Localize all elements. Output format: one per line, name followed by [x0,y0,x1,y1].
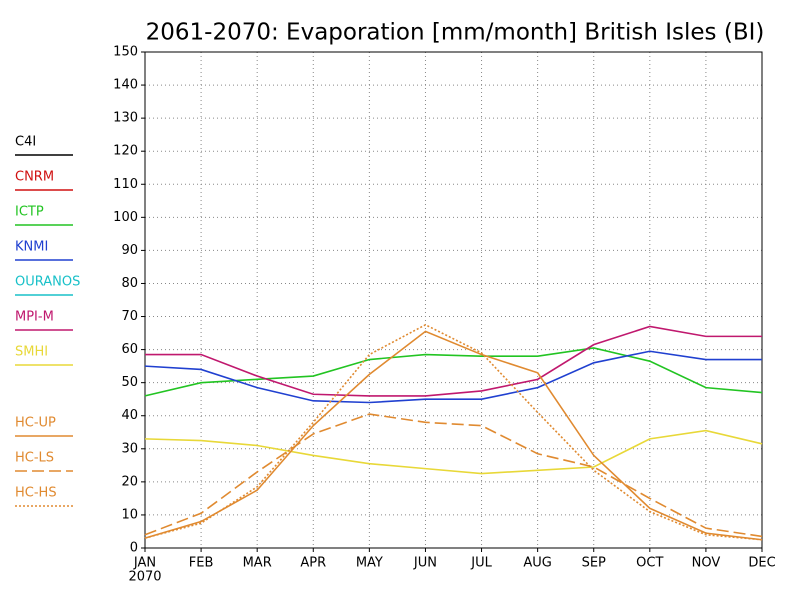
series-line [144,330,763,541]
series-line [145,325,762,397]
legend-label: HC-HS [15,486,57,501]
y-tick-label: 20 [121,474,138,489]
x-tick-label: NOV [692,556,721,571]
x-tick-label: JUL [470,556,492,571]
legend-label: ICTP [15,205,44,220]
y-tick-label: 100 [113,210,138,225]
x-tick-label: FEB [189,556,214,571]
y-tick-label: 90 [121,243,138,258]
x-tick-label: OCT [636,556,663,571]
series-line [144,429,763,475]
legend-label: C4I [15,135,36,150]
legend-label: HC-LS [15,451,54,466]
x-tick-label: SEP [582,556,606,571]
y-tick-label: 150 [113,45,138,60]
x-tick-label: DEC [748,556,775,571]
y-tick-label: 80 [121,276,138,291]
legend-label: CNRM [15,170,54,185]
y-tick-label: 60 [121,342,138,357]
series-line [144,350,762,404]
x-tick-label: APR [300,556,326,571]
y-tick-label: 50 [121,375,138,390]
legend-label: OURANOS [15,275,80,290]
series-line [144,413,763,538]
x-year-label: 2070 [128,570,161,585]
legend-label: MPI-M [15,310,54,325]
y-tick-label: 120 [113,144,138,159]
y-tick-label: 40 [121,408,138,423]
y-tick-label: 30 [121,441,138,456]
chart-title: 2061-2070: Evaporation [mm/month] Britis… [146,20,765,46]
y-tick-label: 70 [121,309,138,324]
y-tick-label: 130 [113,111,138,126]
y-tick-label: 140 [113,78,138,93]
y-tick-label: 0 [130,541,138,556]
y-tick-label: 110 [113,177,138,192]
legend-label: SMHI [15,345,48,360]
plot-frame [144,51,763,549]
x-tick-label: JUN [413,556,437,571]
x-tick-label: MAY [356,556,383,571]
y-tick-label: 10 [121,507,138,522]
legend-label: HC-UP [15,416,56,431]
x-tick-label: MAR [243,556,272,571]
series-line [144,347,763,397]
series-line [144,323,763,541]
legend-label: KNMI [15,240,48,255]
x-tick-label: JAN [133,556,156,571]
x-tick-label: AUG [523,556,551,571]
